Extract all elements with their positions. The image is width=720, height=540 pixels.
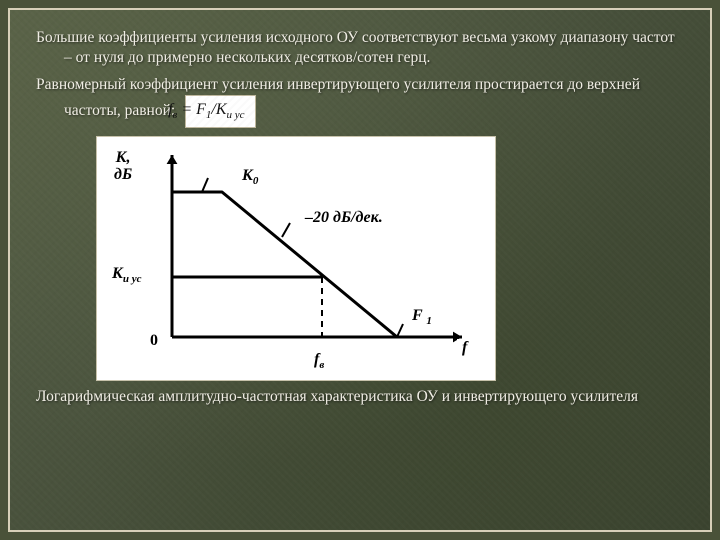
label-k0: К0	[237, 167, 263, 189]
label-zero: 0	[145, 332, 163, 351]
label-fv-text: fв	[314, 351, 324, 368]
paragraph-2-text: Равномерный коэффициент усиления инверти…	[36, 76, 640, 119]
formula-rhs-b-sub: и ус	[227, 110, 245, 122]
label-k0-text: К0	[242, 167, 258, 184]
formula-rhs-b: K	[216, 101, 227, 118]
paragraph-2-line: Равномерный коэффициент усиления инверти…	[36, 75, 684, 128]
label-kius-text: Ки ус	[112, 265, 142, 282]
formula-rhs-a: F	[196, 101, 206, 118]
paragraph-2: Равномерный коэффициент усиления инверти…	[36, 75, 684, 128]
label-f1: F 1	[407, 307, 437, 329]
formula-eq: =	[177, 101, 196, 118]
bode-chart: К, дБ К0 –20 дБ/дек. Ки ус 0 fв F 1 f	[96, 136, 496, 381]
paragraph-1-text: Большие коэффициенты усиления исходного …	[36, 28, 684, 69]
label-kius: Ки ус	[107, 265, 147, 287]
label-y-axis: К, дБ	[109, 149, 137, 185]
label-fv: fв	[309, 351, 329, 373]
formula: fв = F1/Kи ус	[185, 95, 255, 128]
label-x-axis: f	[457, 339, 472, 358]
label-slope: –20 дБ/дек.	[300, 209, 388, 228]
label-f1-text: F 1	[412, 307, 432, 324]
slide-frame: Большие коэффициенты усиления исходного …	[8, 8, 712, 532]
chart-caption: Логарифмическая амплитудно-частотная хар…	[36, 387, 684, 407]
paragraph-1: Большие коэффициенты усиления исходного …	[36, 28, 684, 69]
